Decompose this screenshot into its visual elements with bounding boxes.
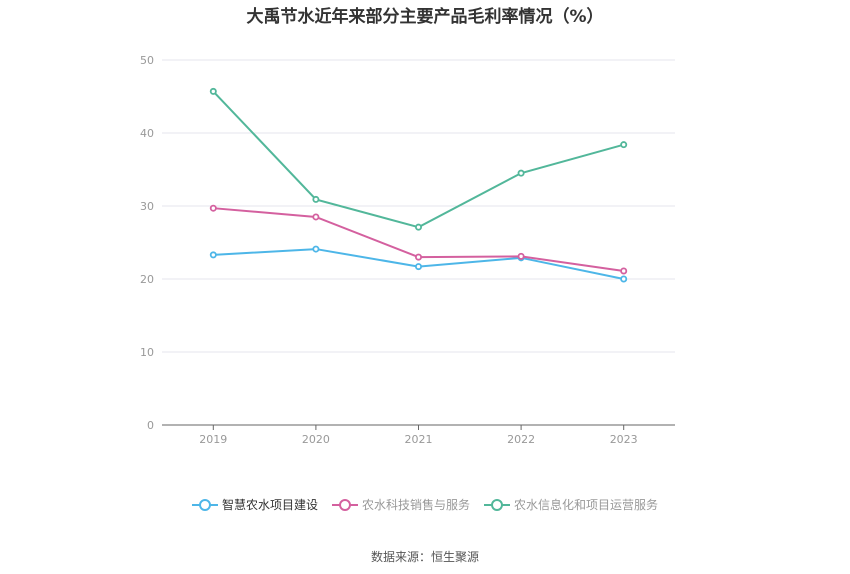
x-tick-label: 2022 bbox=[507, 433, 535, 446]
legend-item-smart-irrigation[interactable]: 智慧农水项目建设 bbox=[191, 496, 318, 513]
data-point bbox=[312, 245, 320, 253]
chart-legend: 智慧农水项目建设 农水科技销售与服务 农水信息化和项目运营服务 bbox=[0, 496, 850, 513]
data-point bbox=[414, 263, 422, 271]
legend-dot bbox=[338, 498, 351, 511]
data-point bbox=[517, 169, 525, 177]
y-tick-label: 10 bbox=[140, 346, 154, 359]
legend-label: 农水信息化和项目运营服务 bbox=[514, 498, 659, 512]
legend-label: 农水科技销售与服务 bbox=[361, 498, 470, 512]
legend-dot bbox=[198, 498, 211, 511]
y-tick-label: 40 bbox=[140, 127, 154, 140]
data-point bbox=[209, 87, 217, 95]
series-line bbox=[212, 90, 624, 229]
chart-title: 大禹节水近年来部分主要产品毛利率情况（%） bbox=[246, 7, 604, 27]
y-tick-label: 20 bbox=[140, 273, 154, 286]
x-tick-label: 2019 bbox=[199, 433, 227, 446]
data-point bbox=[620, 267, 628, 275]
series-line bbox=[213, 207, 624, 272]
legend-label: 智慧农水项目建设 bbox=[221, 498, 318, 512]
x-tick-label: 2021 bbox=[405, 433, 433, 446]
y-tick-label: 0 bbox=[147, 419, 154, 432]
data-point bbox=[209, 204, 217, 212]
data-point bbox=[517, 252, 525, 260]
data-point bbox=[414, 253, 422, 261]
data-point bbox=[620, 275, 628, 283]
legend-item-tech-sales[interactable]: 农水科技销售与服务 bbox=[331, 496, 470, 513]
data-point bbox=[312, 213, 320, 221]
data-point bbox=[209, 251, 217, 259]
legend-marker-icon bbox=[191, 498, 218, 511]
x-tick-label: 2023 bbox=[610, 433, 638, 446]
data-point bbox=[414, 223, 422, 231]
legend-marker-icon bbox=[331, 498, 358, 511]
legend-dot bbox=[491, 498, 503, 511]
data-point bbox=[312, 195, 320, 203]
data-point bbox=[620, 141, 628, 149]
legend-marker-icon bbox=[484, 498, 510, 511]
y-tick-label: 30 bbox=[140, 200, 154, 213]
x-tick-label: 2020 bbox=[302, 433, 330, 446]
legend-item-info-operations[interactable]: 农水信息化和项目运营服务 bbox=[484, 496, 658, 513]
y-tick-label: 50 bbox=[140, 54, 154, 67]
data-source: 数据来源：恒生聚源 bbox=[370, 550, 479, 564]
